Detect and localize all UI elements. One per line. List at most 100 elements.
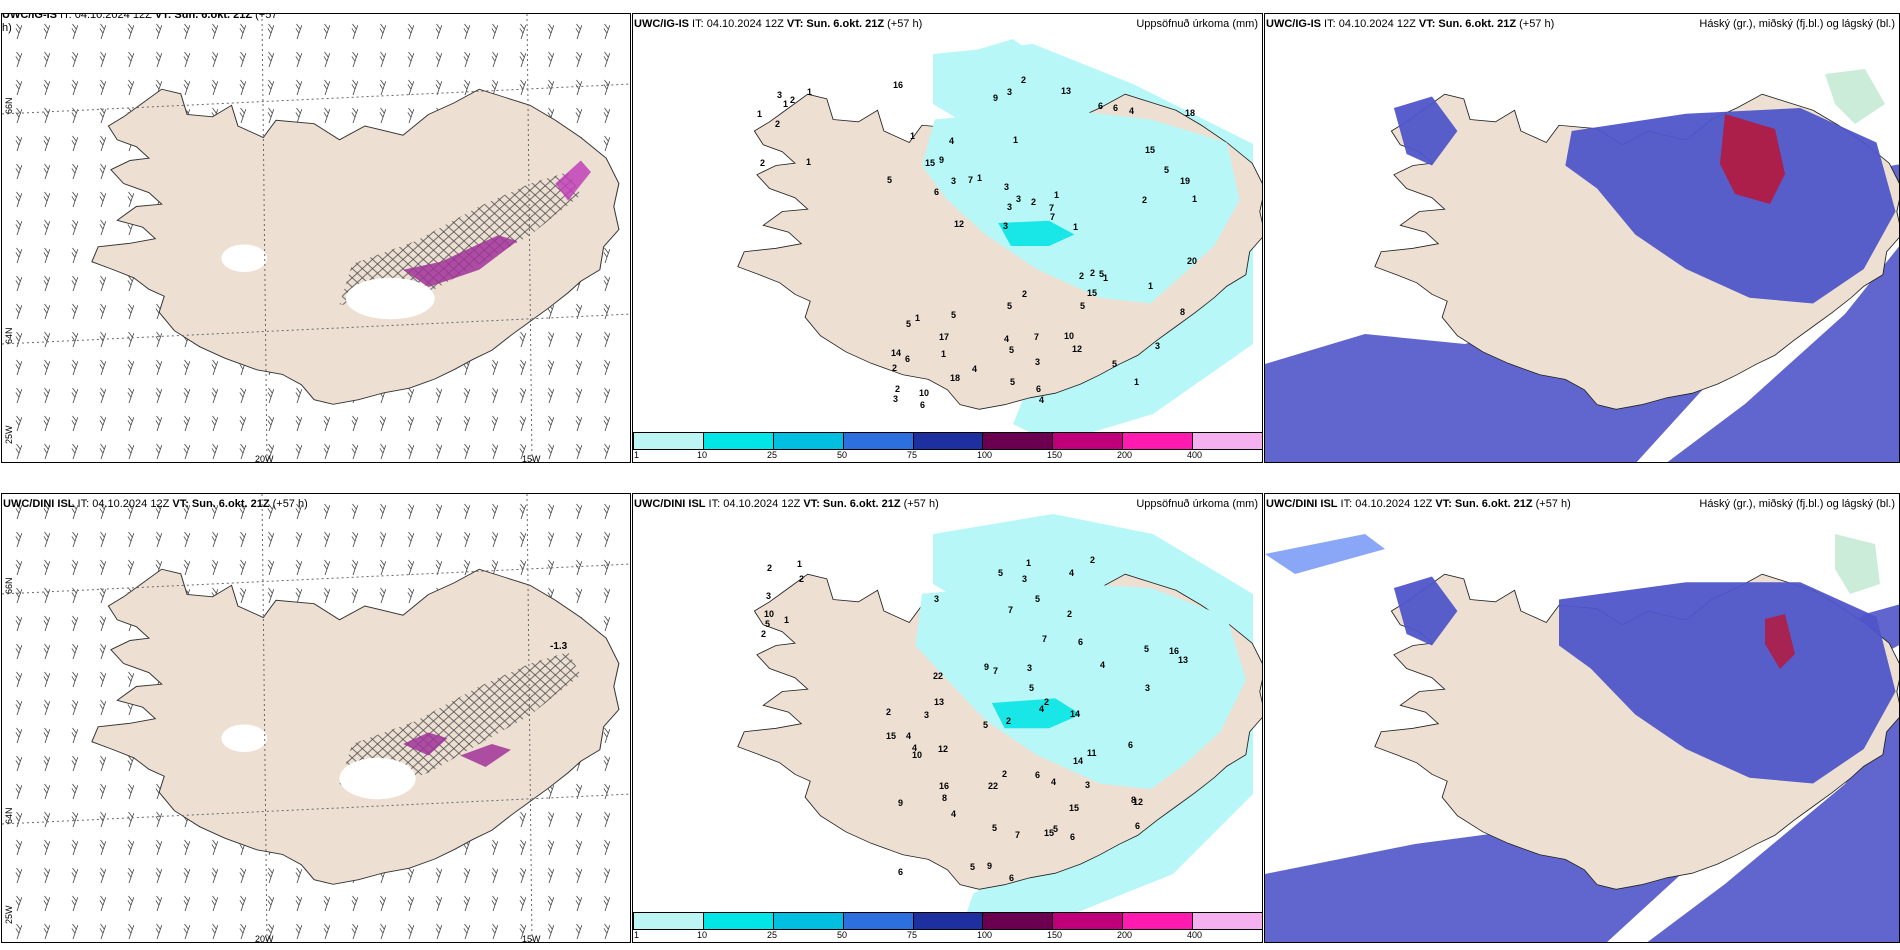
precip-value-label: 5 <box>1144 644 1150 654</box>
precip-value-label: 2 <box>1090 555 1096 565</box>
precip-value-label: 3 <box>1004 182 1010 192</box>
precip-colorbar: 1 10 25 50 75 100 150 200 400 <box>633 912 1262 940</box>
precip-value-label: 4 <box>1004 334 1010 344</box>
precip-value-label: 4 <box>1051 777 1057 787</box>
cloud-panel-right-title: Háský (gr.), miðský (fj.bl.) og lágský (… <box>1699 18 1895 30</box>
colorbar-swatch <box>913 913 984 929</box>
precip-value-label: 3 <box>1022 574 1028 584</box>
precip-value-label: 10 <box>764 609 775 619</box>
colorbar-tick-label: 150 <box>1047 450 1063 460</box>
precip-value-label: 15 <box>1044 828 1055 838</box>
colorbar-tick-label: 10 <box>696 450 707 460</box>
precip-value-label: 6 <box>1113 103 1119 113</box>
precip-value-label: 3 <box>777 90 783 100</box>
cloud-map-top <box>1265 14 1899 462</box>
precip-value-label: 4 <box>1100 660 1106 670</box>
precip-value-label: 1 <box>915 313 921 323</box>
colorbar-ticks: 1 10 25 50 75 100 150 200 400 <box>633 930 1262 940</box>
precip-value-label: 7 <box>1050 212 1056 222</box>
precip-value-label: 7 <box>1049 203 1055 213</box>
precip-value-label: 1 <box>1073 222 1079 232</box>
precip-value-label: 1 <box>807 87 813 97</box>
colorbar-swatch <box>634 913 704 929</box>
colorbar-swatch <box>913 433 984 449</box>
precip-value-label: 6 <box>1135 821 1141 831</box>
precip-value-label: 8 <box>1131 795 1137 805</box>
precip-map-bottom <box>633 494 1262 942</box>
precip-value-label: 2 <box>790 95 796 105</box>
cloud-map-bottom <box>1265 494 1899 942</box>
colorbar-tick-label: 100 <box>977 930 993 940</box>
colorbar-tick-label: 10 <box>696 930 707 940</box>
precip-value-label: 3 <box>1007 87 1013 97</box>
precip-value-label: 1 <box>784 615 790 625</box>
precip-value-label: 2 <box>1067 609 1073 619</box>
lon-label-15w: 15W <box>522 934 541 943</box>
precip-value-label: 9 <box>993 93 999 103</box>
colorbar-tick-label: 1 <box>634 450 640 460</box>
precip-value-label: 19 <box>1180 176 1191 186</box>
precip-value-label: 3 <box>924 710 930 720</box>
colorbar-swatch <box>773 433 844 449</box>
precip-panel-bottom: UWC/DINI ISL IT: 04.10.2024 12Z VT: Sun.… <box>632 493 1263 943</box>
precip-value-label: 8 <box>1180 307 1186 317</box>
wind-map-bottom <box>2 494 630 942</box>
precip-value-label: 7 <box>1008 605 1014 615</box>
colorbar-tick-label: 50 <box>837 450 848 460</box>
wind-map-top <box>2 14 630 462</box>
precip-value-label: 7 <box>1042 634 1048 644</box>
precip-value-label: 2 <box>799 574 805 584</box>
precip-value-label: 2 <box>892 363 898 373</box>
precip-value-label: 5 <box>992 823 998 833</box>
precip-value-label: 4 <box>1039 395 1045 405</box>
precip-value-label: 2 <box>1022 289 1028 299</box>
precip-value-label: 5 <box>1053 824 1059 834</box>
precip-value-label: 1 <box>797 559 803 569</box>
precip-value-label: 5 <box>1009 345 1015 355</box>
colorbar-tick-label: 75 <box>906 450 917 460</box>
precip-value-label: 18 <box>1185 108 1196 118</box>
precip-value-label: 3 <box>766 591 772 601</box>
colorbar-swatch <box>773 913 844 929</box>
lon-label-15w: 15W <box>522 454 541 463</box>
precip-value-label: 6 <box>1009 873 1015 883</box>
colorbar-tick-label: 25 <box>766 930 777 940</box>
precip-value-label: 7 <box>993 666 999 676</box>
precip-panel-title: UWC/IG-IS IT: 04.10.2024 12Z VT: Sun. 6.… <box>634 18 923 30</box>
precip-value-label: 5 <box>1029 683 1035 693</box>
precip-panel-right-title: Uppsöfnuð úrkoma (mm) <box>1136 498 1258 510</box>
precip-value-label: 4 <box>1039 704 1045 714</box>
precip-value-label: 2 <box>1044 697 1050 707</box>
precip-value-label: 2 <box>1079 271 1085 281</box>
cloud-panel-title: UWC/DINI ISL IT: 04.10.2024 12Z VT: Sun.… <box>1266 498 1571 510</box>
precip-value-label: 15 <box>1087 288 1098 298</box>
precip-value-label: 3 <box>1035 357 1041 367</box>
precip-value-label: 5 <box>983 720 989 730</box>
precip-value-label: 3 <box>934 594 940 604</box>
precip-value-label: 6 <box>1036 384 1042 394</box>
precip-value-label: 3 <box>1007 202 1013 212</box>
precip-value-label: 13 <box>934 697 945 707</box>
precip-value-label: 3 <box>951 176 957 186</box>
precip-value-label: 10 <box>1064 331 1075 341</box>
wind-panel-bottom: UWC/DINI ISL IT: 04.10.2024 12Z VT: Sun.… <box>1 493 631 943</box>
lon-label-20w: 20W <box>255 934 274 943</box>
precip-value-label: 1 <box>757 109 763 119</box>
lat-label-25w: 25W <box>4 425 14 444</box>
lat-label-66n: 66N <box>4 97 14 114</box>
cloud-panel-top: UWC/IG-IS IT: 04.10.2024 12Z VT: Sun. 6.… <box>1264 13 1900 463</box>
precip-value-label: 5 <box>1007 301 1013 311</box>
colorbar-swatch <box>1193 913 1262 929</box>
precip-value-label: 2 <box>760 158 766 168</box>
wind-value-label: -1.3 <box>550 641 568 652</box>
colorbar-swatches <box>633 912 1262 930</box>
precip-map-top <box>633 14 1262 462</box>
colorbar-tick-label: 1 <box>634 930 640 940</box>
precip-value-label: 3 <box>1016 194 1022 204</box>
colorbar-swatch <box>1123 913 1194 929</box>
precip-value-label: 15 <box>1145 145 1156 155</box>
colorbar-swatch <box>1053 913 1124 929</box>
colorbar-swatch <box>634 433 704 449</box>
precip-value-label: 2 <box>1006 716 1012 726</box>
precip-value-label: 14 <box>1073 756 1084 766</box>
